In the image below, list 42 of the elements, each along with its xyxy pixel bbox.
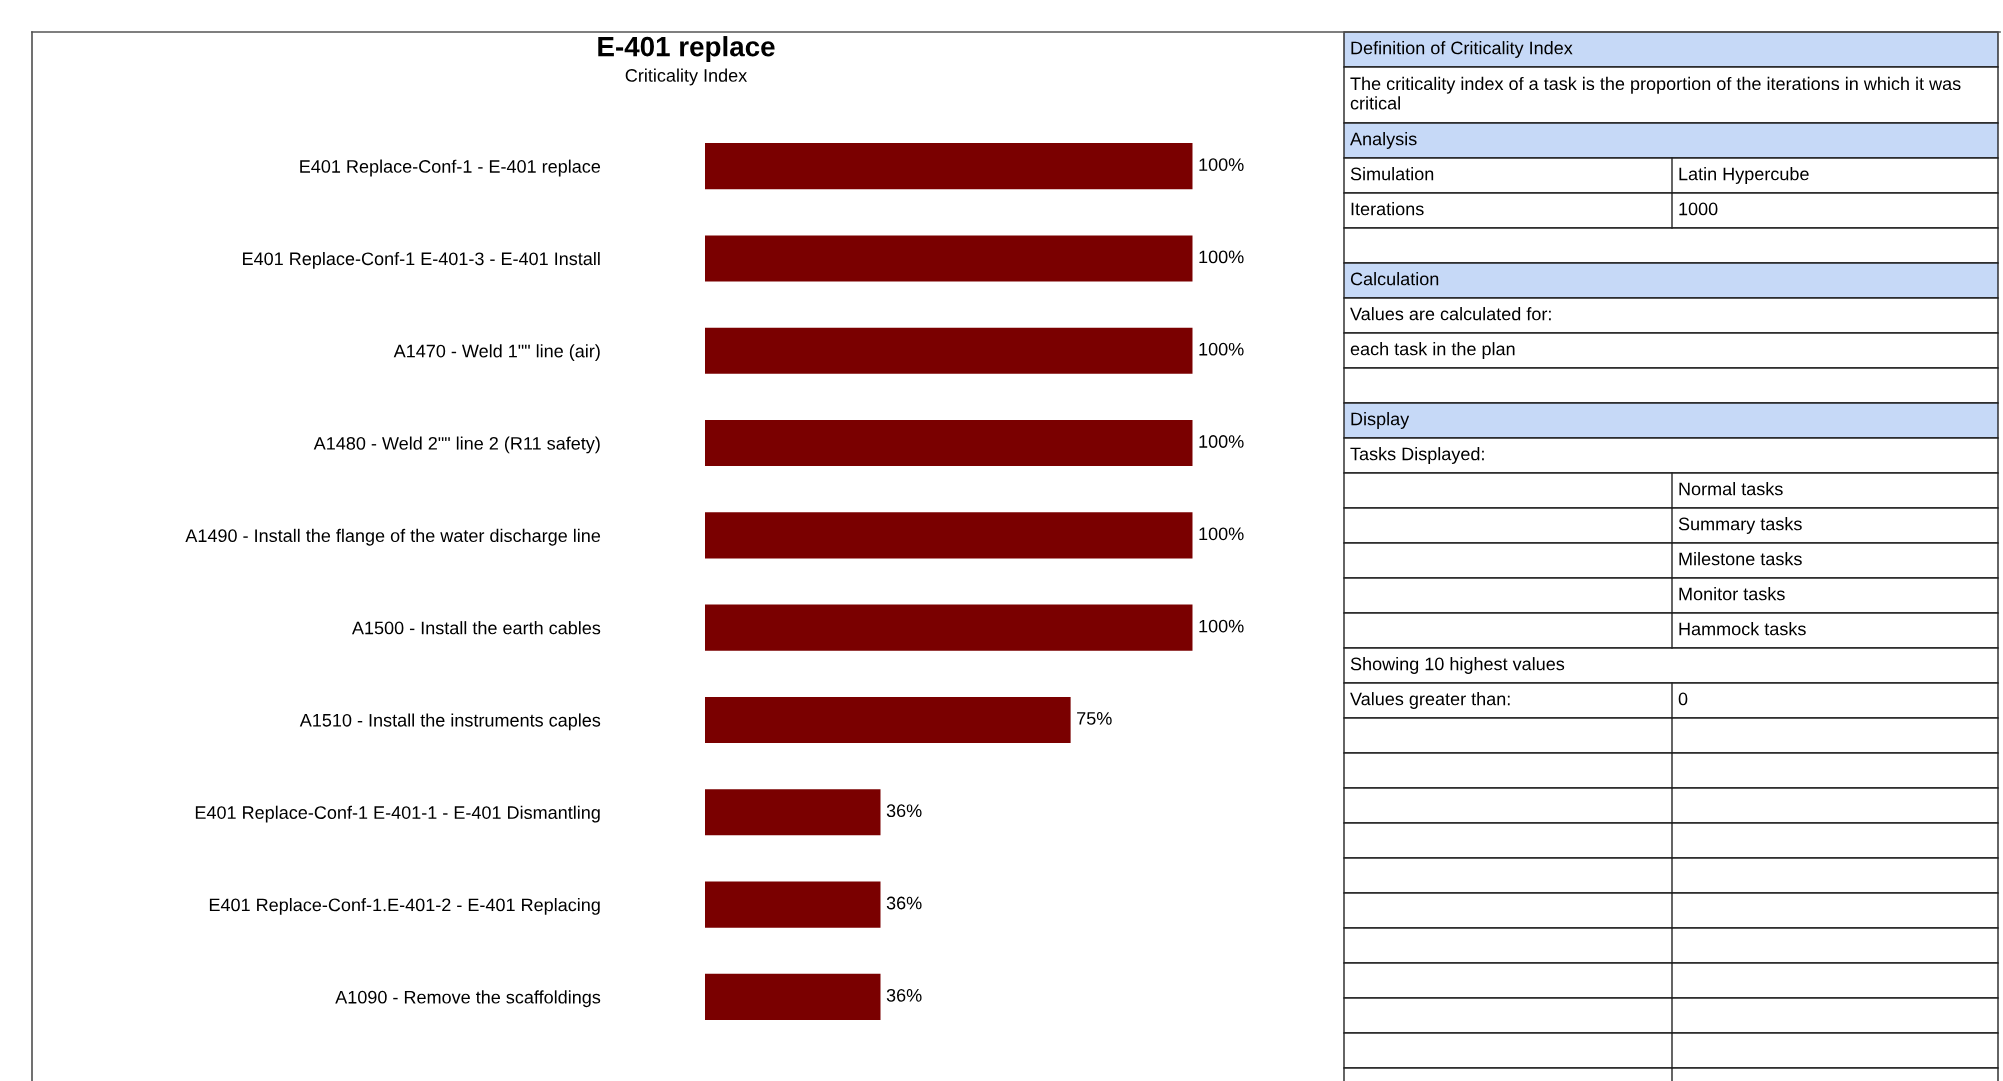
y-tick-label: E401 Replace-Conf-1 E-401-3 - E-401 Install [243,251,600,269]
text: Values greater than: [1350,692,1510,709]
data-label: 36% [886,896,922,910]
data-label: 100% [1199,527,1244,541]
data-label: 36% [886,804,922,818]
data-label: 100% [1199,342,1244,356]
text: Definition of Criticality Index [1351,41,1573,58]
text: Hammock tasks [1679,622,1806,636]
text: Latin Hypercube [1679,167,1809,184]
text: Milestone tasks [1679,552,1802,566]
chart-title: E-401 replace [598,36,775,62]
y-tick-label: A1470 - Weld 1"" line (air) [393,344,600,362]
text: Showing 10 highest values [1350,657,1565,674]
text: Analysis [1350,132,1417,149]
text: 0 [1678,692,1688,706]
y-tick-label: A1480 - Weld 2"" line 2 (R11 safety) [313,436,600,454]
data-label: 100% [1199,619,1244,633]
text: Summary tasks [1678,517,1802,534]
text: Calculation [1350,272,1439,286]
text: Iterations [1351,202,1424,216]
y-tick-label: A1490 - Install the flange of the water discharge line [185,528,601,546]
text: The criticality index of a task is the proportion of the iterations in which it was critical [1350,76,1961,110]
y-tick-label: E401 Replace-Conf-1 - E-401 replace [300,159,601,177]
y-tick-label: E401 Replace-Conf-1.E-401-2 - E-401 Replacing [209,898,600,915]
text: each task in the plan [1350,342,1515,359]
data-label: 100% [1199,250,1244,264]
text: Normal tasks [1679,482,1783,496]
text: Tasks Displayed: [1350,447,1484,464]
text: Monitor tasks [1679,587,1785,601]
y-tick-label: A1500 - Install the earth cables [351,621,601,635]
text: Values are calculated for: [1350,307,1551,321]
text: Simulation [1350,167,1434,181]
y-tick-label: E401 Replace-Conf-1 E-401-1 - E-401 Dismantling [195,805,600,823]
y-tick-label: A1090 - Remove the scaffoldings [335,990,601,1008]
text: Display [1351,412,1410,429]
text: 1000 [1679,202,1718,216]
chart-subtitle: Criticality Index [625,68,748,86]
data-label: 100% [1199,158,1244,171]
data-label: 75% [1077,712,1112,725]
data-label: 100% [1199,435,1244,448]
data-label: 36% [886,988,922,1002]
y-tick-label: A1510 - Install the instruments caples [299,713,601,731]
